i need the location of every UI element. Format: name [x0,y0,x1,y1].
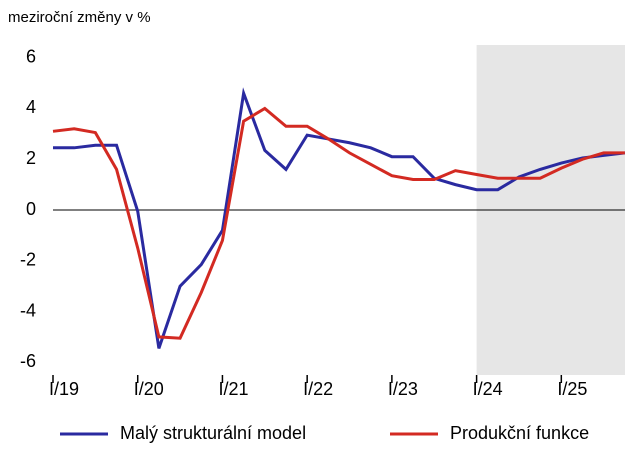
y-tick-label: 4 [26,97,36,117]
legend-label: Produkční funkce [450,423,589,443]
y-tick-label: 0 [26,199,36,219]
y-tick-label: -2 [20,250,36,270]
y-tick-label: 2 [26,148,36,168]
series-line [53,87,625,349]
y-tick-label: 6 [26,46,36,66]
x-tick-label: I/25 [557,379,587,399]
y-tick-label: -4 [20,300,36,320]
legend-label: Malý strukturální model [120,423,306,443]
x-tick-label: I/21 [218,379,248,399]
series-line [52,106,625,340]
y-tick-label: -6 [20,351,36,371]
x-tick-label: I/23 [388,379,418,399]
x-tick-label: I/19 [49,379,79,399]
x-tick-label: I/22 [303,379,333,399]
chart-title: meziroční změny v % [8,9,151,26]
x-tick-label: I/24 [473,379,503,399]
x-tick-label: I/20 [134,379,164,399]
